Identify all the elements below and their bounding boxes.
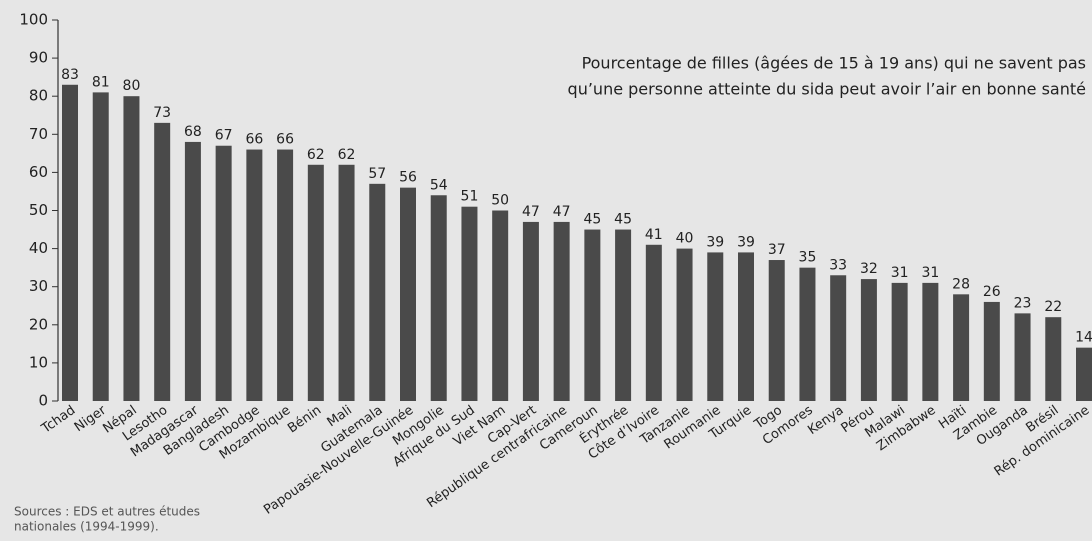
value-label: 39: [737, 234, 755, 250]
bar: [400, 187, 416, 401]
bar: [430, 195, 447, 401]
bar: [492, 210, 509, 401]
bar: [645, 244, 662, 401]
value-label: 35: [799, 250, 817, 266]
bar: [922, 282, 939, 401]
chart-title: qu’une personne atteinte du sida peut av…: [568, 80, 1086, 99]
value-label: 83: [61, 67, 79, 83]
bar: [1076, 347, 1092, 401]
bar: [369, 183, 386, 401]
bar: [123, 96, 140, 401]
bar: [522, 221, 539, 401]
value-label: 37: [768, 242, 786, 258]
bar: [553, 221, 570, 401]
bar: [983, 301, 1000, 401]
bar: [277, 149, 294, 401]
bar: [953, 294, 970, 401]
bar: [768, 260, 785, 401]
bar: [62, 84, 78, 402]
value-label: 66: [245, 132, 263, 148]
value-label: 32: [860, 261, 878, 277]
bar: [92, 92, 109, 401]
bar: [676, 248, 693, 401]
bar: [830, 275, 847, 401]
value-label: 45: [583, 212, 601, 228]
value-label: 31: [921, 265, 939, 281]
value-label: 73: [153, 105, 171, 121]
y-tick-label: 70: [29, 125, 48, 143]
source: nationales (1994-1999).: [14, 520, 159, 534]
bar: [707, 252, 724, 401]
bar: [246, 149, 263, 401]
value-label: 40: [676, 231, 694, 247]
value-label: 66: [276, 132, 294, 148]
bar: [799, 267, 816, 401]
value-label: 23: [1014, 295, 1032, 311]
value-label: 80: [123, 78, 141, 94]
value-label: 81: [92, 74, 110, 90]
y-tick-label: 20: [29, 315, 48, 333]
bar: [891, 282, 908, 401]
value-label: 28: [952, 276, 970, 292]
value-label: 14: [1075, 330, 1092, 346]
bar: [1014, 313, 1031, 401]
y-tick-label: 10: [29, 353, 48, 371]
value-label: 62: [307, 147, 325, 163]
value-label: 51: [461, 189, 479, 205]
value-label: 68: [184, 124, 202, 140]
value-label: 47: [522, 204, 540, 220]
x-tick-label: Kenya: [805, 403, 846, 438]
bar: [860, 279, 877, 401]
y-tick-label: 90: [29, 49, 48, 67]
y-tick-label: 30: [29, 277, 48, 295]
value-label: 31: [891, 265, 909, 281]
value-label: 47: [553, 204, 571, 220]
bar: [215, 145, 232, 401]
bar: [584, 229, 601, 401]
bar: [154, 122, 171, 402]
source: Sources : EDS et autres études: [14, 505, 200, 519]
chart-title: Pourcentage de filles (âgées de 15 à 19 …: [582, 54, 1086, 73]
x-tick-label: Bénin: [285, 403, 324, 437]
value-label: 67: [215, 128, 233, 144]
bar: [738, 252, 754, 401]
bar: [1045, 317, 1062, 401]
value-label: 62: [338, 147, 356, 163]
value-label: 57: [368, 166, 386, 182]
value-label: 45: [614, 212, 632, 228]
value-label: 33: [829, 257, 847, 273]
value-label: 50: [491, 193, 509, 209]
value-label: 54: [430, 177, 448, 193]
value-label: 22: [1044, 299, 1062, 315]
value-label: 26: [983, 284, 1001, 300]
value-label: 56: [399, 170, 417, 186]
bar: [338, 164, 355, 401]
y-tick-label: 40: [29, 239, 48, 257]
y-tick-label: 100: [19, 11, 48, 29]
bar: [184, 141, 201, 402]
bar: [461, 206, 478, 401]
bar: [307, 164, 324, 401]
y-tick-label: 0: [38, 392, 48, 410]
value-label: 39: [706, 234, 724, 250]
value-label: 41: [645, 227, 663, 243]
bar: [615, 229, 632, 401]
y-tick-label: 80: [29, 87, 48, 105]
y-tick-label: 60: [29, 163, 48, 181]
y-tick-label: 50: [29, 201, 48, 219]
